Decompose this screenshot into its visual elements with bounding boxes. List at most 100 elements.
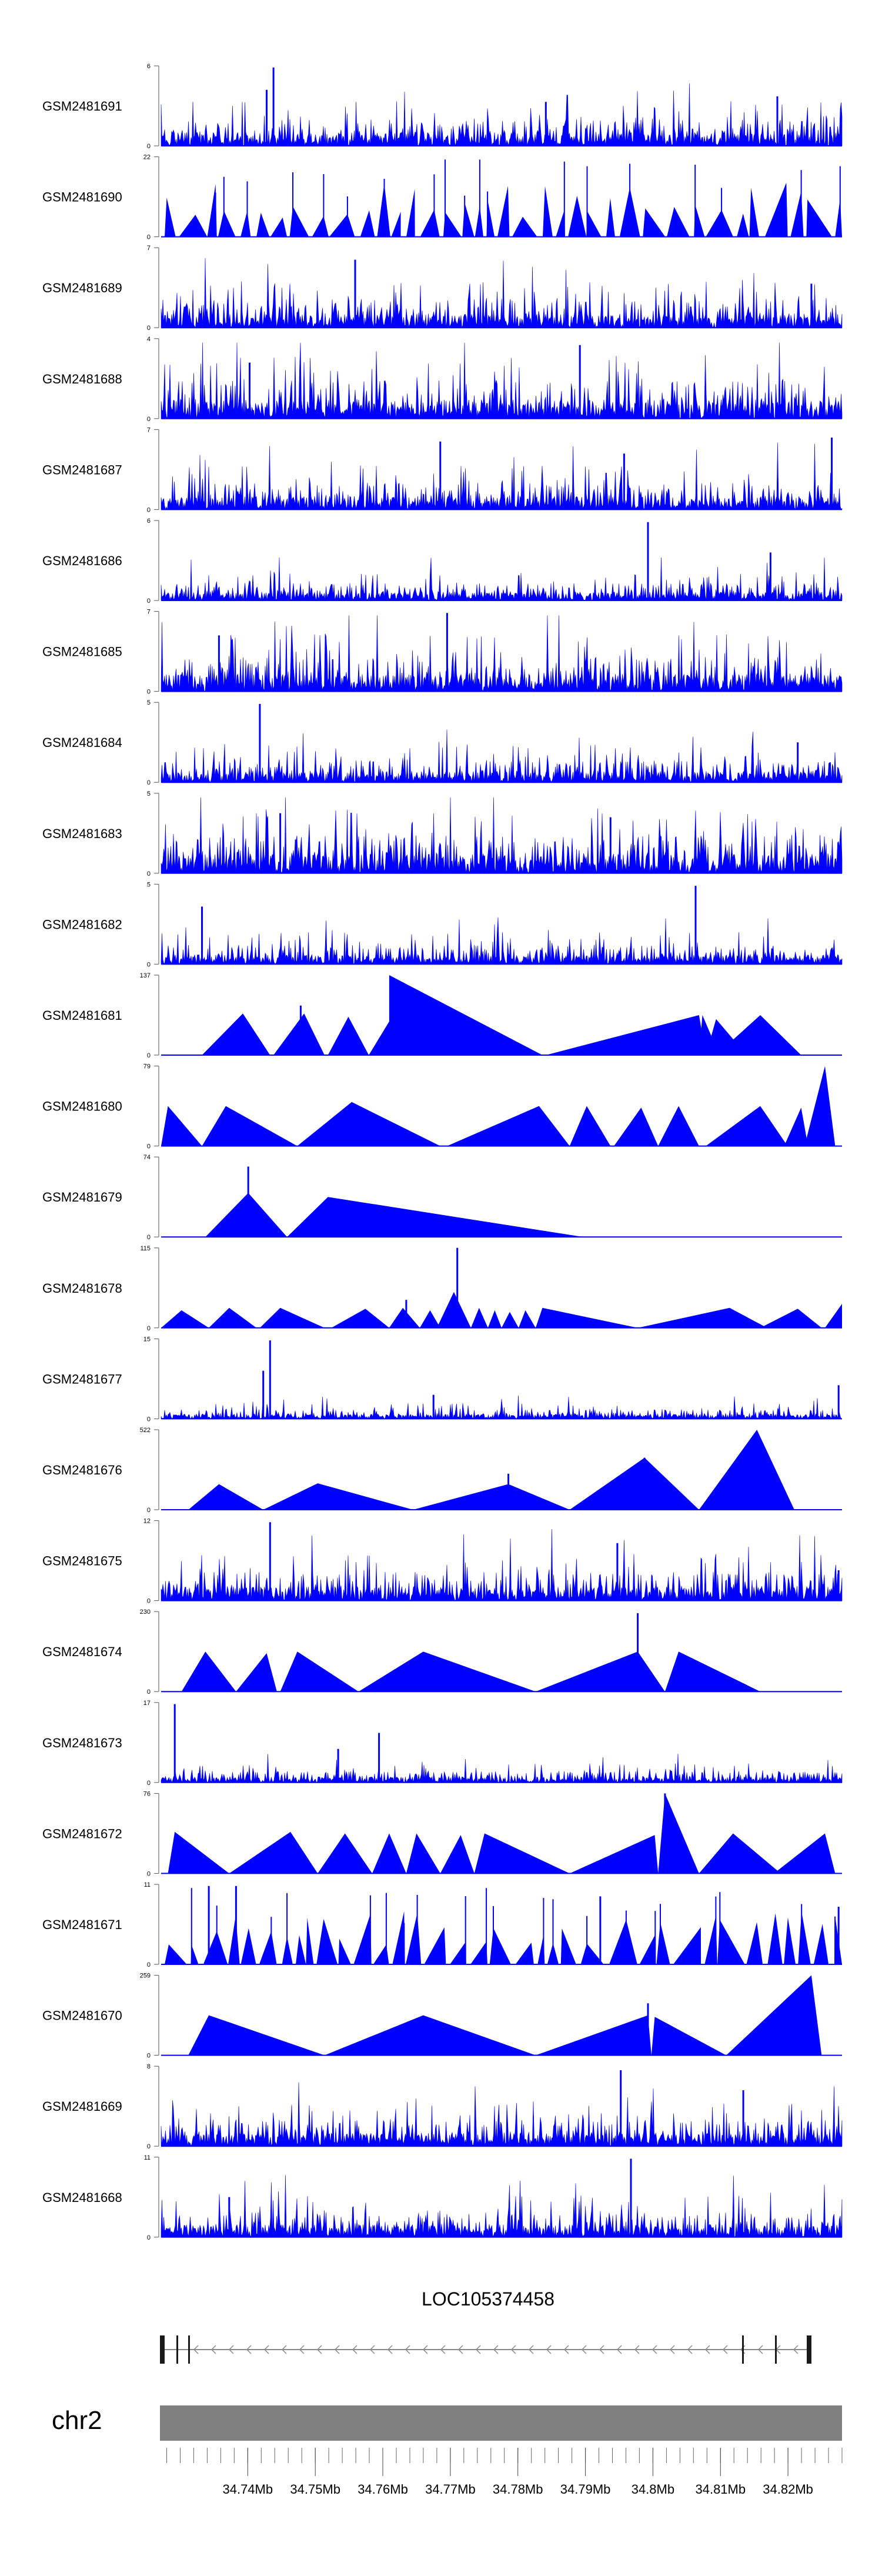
y-axis-max-label: 115 — [140, 1245, 151, 1252]
y-axis-max-label: 22 — [143, 154, 151, 161]
strand-arrow — [475, 2345, 481, 2354]
y-axis-max-label: 15 — [143, 1336, 151, 1343]
y-axis-max-label: 522 — [140, 1427, 151, 1434]
coverage-bump — [806, 199, 832, 237]
track: GSM2481670 259 0 — [42, 1973, 842, 2060]
strand-arrow — [211, 2345, 216, 2354]
track: GSM2481686 6 0 — [42, 518, 843, 605]
coverage-bump — [717, 1920, 745, 1964]
coverage-bump — [609, 1919, 637, 1964]
axis-tick-label: 34.82Mb — [763, 2482, 813, 2497]
strand-arrow — [722, 2345, 728, 2354]
coverage-area — [161, 342, 843, 419]
coverage-segment — [726, 1975, 822, 2056]
coverage-segment — [188, 2015, 325, 2056]
coverage-segment — [358, 1651, 536, 1692]
track: GSM2481690 22 0 — [42, 154, 842, 241]
strand-arrow — [599, 2345, 604, 2354]
coverage-bump — [737, 213, 749, 237]
strand-arrow — [457, 2345, 463, 2354]
coverage-segment — [825, 1304, 842, 1328]
coverage-bump — [353, 1914, 372, 1964]
track-label: GSM2481674 — [42, 1644, 122, 1659]
coverage-bump — [764, 182, 788, 237]
y-axis-min-label: 0 — [147, 870, 151, 877]
coverage-segment — [161, 1310, 209, 1328]
coverage-bump — [556, 210, 565, 237]
track: GSM2481673 17 0 — [42, 1700, 843, 1787]
y-axis-max-label: 12 — [143, 1518, 151, 1525]
y-axis-min-label: 0 — [147, 689, 151, 696]
coverage-bump — [462, 202, 475, 237]
coverage-bump — [373, 1944, 389, 1964]
coverage-bump — [270, 217, 288, 237]
coverage-bump — [392, 1911, 405, 1964]
coverage-bump — [360, 210, 375, 237]
coverage-segment — [236, 1653, 277, 1692]
track: GSM2481677 15 0 — [42, 1336, 843, 1423]
y-axis-max-label: 5 — [147, 881, 151, 888]
coverage-bump — [784, 1917, 796, 1964]
coverage-bump — [443, 212, 462, 237]
track-label: GSM2481673 — [42, 1736, 122, 1750]
chromosome-label: chr2 — [52, 2406, 102, 2435]
y-axis-min-label: 0 — [147, 1143, 151, 1150]
coverage-segment — [569, 1106, 611, 1146]
y-axis-max-label: 259 — [140, 1973, 151, 1980]
axis-tick-label: 34.81Mb — [695, 2482, 746, 2497]
axis-tick-label: 34.8Mb — [632, 2482, 674, 2497]
y-axis-min-label: 0 — [147, 234, 151, 241]
coverage-bump — [256, 212, 270, 237]
strand-arrow — [546, 2345, 552, 2354]
y-axis-min-label: 0 — [147, 1416, 151, 1423]
y-axis-max-label: 7 — [147, 245, 151, 252]
coverage-area — [161, 1395, 843, 1420]
strand-arrow — [369, 2345, 375, 2354]
coverage-bump — [306, 1917, 314, 1964]
coverage-segment — [502, 1312, 519, 1328]
strand-arrow — [281, 2345, 287, 2354]
track-label: GSM2481685 — [42, 645, 122, 659]
chromosome-bar — [160, 2405, 842, 2441]
y-axis-max-label: 230 — [140, 1609, 151, 1616]
y-axis-min-label: 0 — [147, 779, 151, 786]
y-axis-min-label: 0 — [147, 2053, 151, 2060]
coverage-segment — [699, 1430, 794, 1510]
strand-arrow — [669, 2345, 675, 2354]
coverage-segment — [440, 1835, 475, 1874]
track: GSM2481669 8 0 — [42, 2063, 843, 2150]
coverage-area — [161, 2082, 843, 2147]
coverage-bump — [643, 208, 666, 237]
coverage-bump — [391, 212, 401, 237]
strand-arrow — [440, 2345, 446, 2354]
coverage-segment — [389, 975, 543, 1055]
coverage-bump — [207, 183, 217, 237]
coverage-segment — [372, 1833, 406, 1874]
coverage-bump — [673, 1927, 701, 1964]
track-label: GSM2481681 — [42, 1008, 122, 1023]
y-axis-max-label: 137 — [140, 972, 151, 979]
y-axis-max-label: 5 — [147, 790, 151, 798]
track-label: GSM2481677 — [42, 1372, 122, 1386]
coverage-segment — [406, 1833, 440, 1874]
coverage-bump — [316, 1918, 338, 1964]
coverage-bump — [746, 1922, 763, 1964]
coverage-tracks: GSM248169160GSM2481690220GSM248168970GSM… — [42, 63, 843, 2241]
coverage-segment — [535, 1651, 665, 1692]
coverage-bump — [240, 211, 251, 237]
axis-tick-label: 34.77Mb — [425, 2482, 476, 2497]
coverage-bump — [179, 215, 208, 237]
coverage-bump — [694, 205, 705, 237]
y-axis-min-label: 0 — [147, 1507, 151, 1514]
coverage-bump — [165, 198, 176, 237]
track: GSM2481672 76 0 — [42, 1790, 842, 1877]
strand-arrow — [387, 2345, 393, 2354]
track-label: GSM2481691 — [42, 99, 122, 114]
coverage-segment — [328, 1016, 369, 1055]
coverage-bump — [667, 206, 690, 237]
track-label: GSM2481686 — [42, 553, 122, 568]
coverage-bump — [767, 1913, 783, 1964]
coverage-bump — [706, 210, 733, 237]
coverage-bump — [228, 1916, 240, 1964]
gene-model — [160, 2335, 811, 2364]
